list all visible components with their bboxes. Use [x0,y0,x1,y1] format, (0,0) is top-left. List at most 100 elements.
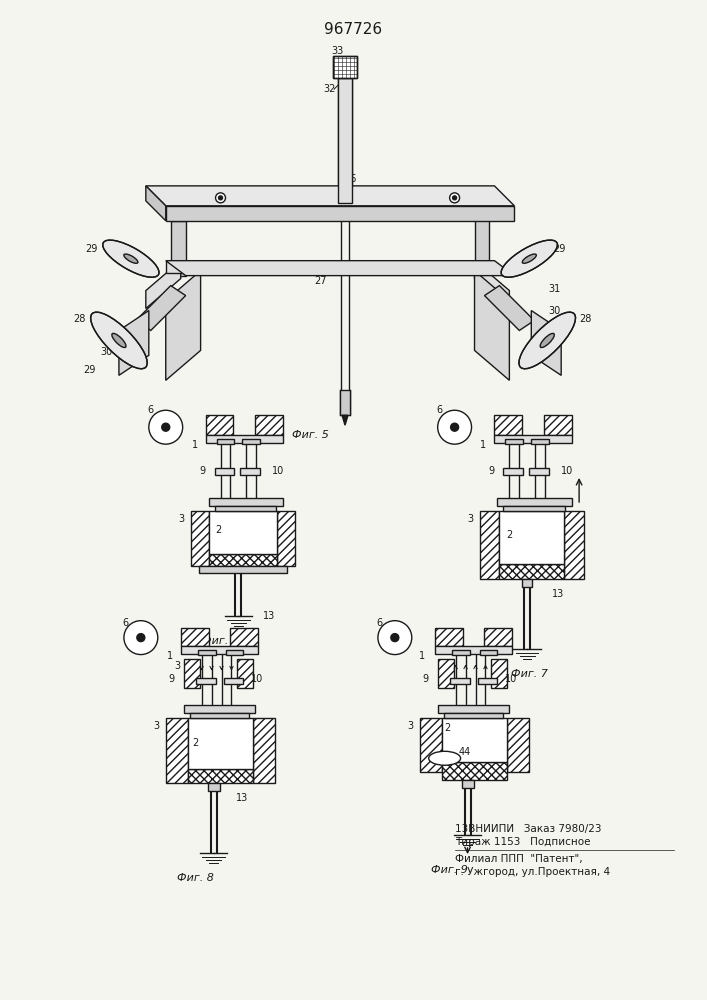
Circle shape [137,634,145,642]
Text: 967726: 967726 [324,22,382,37]
Text: 26: 26 [344,174,356,184]
Text: Фиг. 5: Фиг. 5 [292,430,329,440]
Text: 3: 3 [467,514,474,524]
Ellipse shape [501,240,557,277]
Bar [479,650,498,655]
Text: 9: 9 [423,674,428,684]
Circle shape [438,410,472,444]
Bar [531,439,549,444]
Bar [198,650,216,655]
Bar [503,468,523,475]
Text: 10: 10 [272,466,284,476]
Bar [206,415,233,435]
Polygon shape [165,271,201,380]
Text: 32: 32 [323,84,335,94]
Text: 29: 29 [553,244,566,254]
Bar [165,718,187,783]
Text: 3: 3 [153,721,160,731]
Bar [340,390,350,415]
Bar [184,659,199,688]
Bar [184,705,255,713]
Text: 5: 5 [271,436,277,446]
Text: 1: 1 [192,440,198,450]
Bar [181,628,209,646]
Text: 3: 3 [175,661,181,671]
Bar [214,468,235,475]
Text: Филиал ППП  "Патент",: Филиал ППП "Патент", [455,854,583,864]
Polygon shape [165,261,515,276]
Bar [165,261,494,273]
Text: 10: 10 [251,674,264,684]
Text: 10: 10 [506,674,518,684]
Text: 5: 5 [246,647,252,657]
Text: 31: 31 [548,284,561,294]
Text: 2: 2 [445,723,451,733]
Text: г. Ужгород, ул.Проектная, 4: г. Ужгород, ул.Проектная, 4 [455,867,609,877]
Ellipse shape [103,240,159,277]
Bar [253,718,275,783]
Bar [544,415,572,435]
Bar [223,678,243,684]
Text: 6: 6 [437,405,443,415]
Bar [474,208,489,263]
Bar [450,678,469,684]
Bar [208,783,220,791]
Circle shape [148,410,182,444]
Text: 1: 1 [167,651,173,661]
Text: Тираж 1153   Подписное: Тираж 1153 Подписное [455,837,590,847]
Bar [181,646,258,654]
Bar [243,439,260,444]
Text: Фиг. 9: Фиг. 9 [431,865,468,875]
Text: 5: 5 [501,647,506,657]
Bar [503,506,565,511]
Bar [199,566,287,573]
Bar [206,435,284,443]
Circle shape [452,196,457,200]
Bar [499,511,564,564]
Bar [438,705,509,713]
Ellipse shape [112,333,126,348]
Bar [530,468,549,475]
Ellipse shape [540,333,554,348]
Bar [477,678,498,684]
Circle shape [218,196,223,200]
Bar [191,511,209,566]
Text: 28: 28 [73,314,86,324]
Ellipse shape [90,312,147,369]
Text: 3: 3 [179,514,185,524]
Text: Фиг. 6: Фиг. 6 [202,636,239,646]
Text: 27: 27 [314,276,327,286]
Ellipse shape [124,254,138,263]
Bar [420,718,442,772]
Text: 30: 30 [100,347,112,357]
Bar [522,579,532,587]
Bar [209,554,277,566]
Text: 28: 28 [579,314,591,324]
Polygon shape [136,286,186,330]
Polygon shape [119,311,148,375]
Bar [506,439,523,444]
Text: 6: 6 [148,405,154,415]
Polygon shape [484,286,534,330]
Text: 2: 2 [192,738,199,748]
Bar [494,435,572,443]
Text: 29: 29 [83,365,95,375]
Bar [444,713,503,718]
Text: 6: 6 [123,618,129,628]
Text: 5: 5 [560,436,566,446]
Bar [491,659,508,688]
Text: 1: 1 [419,651,425,661]
Polygon shape [146,261,181,309]
Bar [238,659,253,688]
Bar [435,628,462,646]
Polygon shape [165,206,515,221]
Bar [333,56,357,78]
Bar [226,650,243,655]
Circle shape [378,621,411,655]
Text: 13: 13 [552,589,564,599]
Ellipse shape [428,751,460,765]
Polygon shape [531,311,561,375]
Text: 1: 1 [481,440,486,450]
Circle shape [391,634,399,642]
Bar [435,646,513,654]
